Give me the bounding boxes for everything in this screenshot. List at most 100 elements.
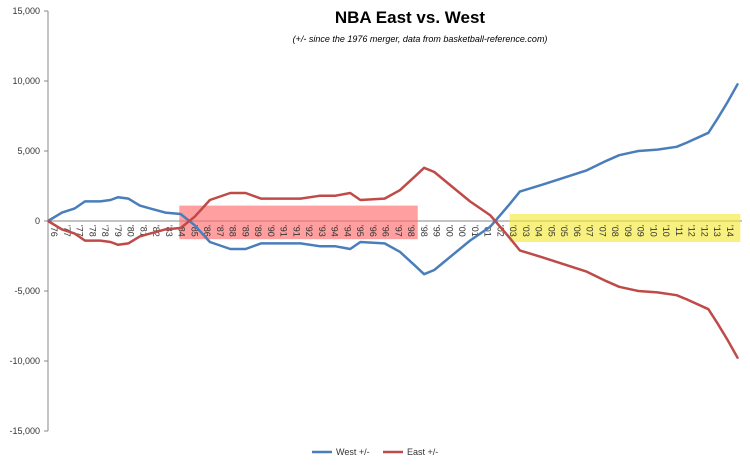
series-line-west xyxy=(47,83,739,276)
x-tick-label: '09 xyxy=(636,225,646,237)
data-point xyxy=(563,263,566,266)
data-point xyxy=(84,200,86,203)
data-point xyxy=(675,146,678,148)
data-point xyxy=(414,265,417,267)
x-tick-label: '11 xyxy=(674,225,684,236)
data-point xyxy=(244,248,247,250)
data-point xyxy=(164,228,167,231)
y-tick-label: 10,000 xyxy=(12,76,40,86)
x-tick-label: '83 xyxy=(164,225,174,237)
data-point xyxy=(618,286,620,288)
data-point xyxy=(726,101,729,103)
data-point xyxy=(685,298,688,301)
data-point xyxy=(359,241,362,243)
data-point xyxy=(109,241,112,243)
data-point xyxy=(518,249,521,252)
x-tick-label: '97 xyxy=(393,225,403,237)
x-tick-label: '80 xyxy=(126,225,136,237)
x-tick-label: '08 xyxy=(610,225,620,237)
data-point xyxy=(299,197,302,200)
x-tick-label: '10 xyxy=(661,225,671,237)
x-tick-label: '04 xyxy=(534,225,544,237)
x-tick-label: '00 xyxy=(444,225,454,237)
data-point xyxy=(260,242,262,245)
x-tick-label: '92 xyxy=(304,225,314,237)
x-tick-label: '98 xyxy=(419,225,429,237)
data-point xyxy=(399,251,401,253)
data-point xyxy=(383,197,386,200)
x-tick-label: '78 xyxy=(100,225,110,237)
data-point xyxy=(726,339,729,341)
data-point xyxy=(656,291,659,294)
x-tick-label: '01 xyxy=(483,225,493,237)
x-tick-label: '94 xyxy=(342,225,352,237)
x-tick-label: '02 xyxy=(495,225,505,237)
data-point xyxy=(716,322,719,325)
x-tick-label: '91 xyxy=(279,225,289,237)
data-point xyxy=(209,241,211,243)
x-tick-label: '12 xyxy=(699,225,709,237)
data-point xyxy=(585,169,587,172)
data-point xyxy=(433,171,436,173)
data-point xyxy=(260,197,262,200)
data-point xyxy=(109,199,112,201)
data-point xyxy=(139,204,141,207)
data-point xyxy=(229,192,232,194)
x-tick-label: '03 xyxy=(521,225,531,237)
data-point xyxy=(334,195,336,197)
data-point xyxy=(508,203,511,205)
x-tick-label: '94 xyxy=(330,225,340,237)
chart-title: NBA East vs. West xyxy=(334,8,486,27)
data-point xyxy=(117,244,119,246)
y-tick-label: -15,000 xyxy=(9,426,40,436)
data-point xyxy=(99,239,102,242)
x-tick-label: '10 xyxy=(648,225,658,237)
data-point xyxy=(469,200,471,203)
y-tick-label: 0 xyxy=(35,216,40,226)
data-point xyxy=(334,245,336,247)
x-tick-label: '12 xyxy=(687,225,697,237)
data-point xyxy=(423,273,425,276)
data-point xyxy=(61,228,63,231)
data-point xyxy=(193,224,196,226)
x-tick-label: '85 xyxy=(189,225,199,237)
x-tick-label: '13 xyxy=(712,225,722,237)
data-point xyxy=(99,200,102,203)
data-point xyxy=(541,183,544,186)
x-tick-label: '98 xyxy=(406,225,416,237)
y-tick-label: -5,000 xyxy=(14,286,40,296)
data-point xyxy=(139,235,141,238)
x-tick-label: '86 xyxy=(202,225,212,237)
x-tick-label: '84 xyxy=(177,225,187,237)
x-tick-label: '14 xyxy=(725,225,735,237)
data-point xyxy=(73,232,76,235)
x-tick-label: '05 xyxy=(559,225,569,237)
data-point xyxy=(489,214,492,217)
data-point xyxy=(707,132,710,134)
data-point xyxy=(244,192,247,194)
data-point xyxy=(209,199,211,201)
x-tick-label: '96 xyxy=(368,225,378,237)
data-point xyxy=(448,256,451,259)
data-point xyxy=(84,239,86,242)
x-tick-label: '05 xyxy=(546,225,556,237)
data-point xyxy=(47,220,49,222)
y-tick-label: -10,000 xyxy=(9,356,40,366)
x-tick-label: '07 xyxy=(585,225,595,237)
x-tick-label: '81 xyxy=(138,225,148,237)
y-tick-label: 15,000 xyxy=(12,6,40,16)
data-point xyxy=(736,357,739,360)
x-tick-label: '91 xyxy=(291,225,301,237)
data-point xyxy=(637,150,640,152)
legend-label-east: East +/- xyxy=(407,447,438,457)
data-point xyxy=(127,242,130,245)
legend-label-west: West +/- xyxy=(336,447,370,457)
x-tick-label: '87 xyxy=(215,225,225,237)
data-point xyxy=(193,216,196,218)
data-point xyxy=(414,175,417,177)
x-tick-label: '89 xyxy=(240,225,250,237)
x-tick-label: '96 xyxy=(381,225,391,237)
data-point xyxy=(299,242,302,245)
x-tick-label: '78 xyxy=(87,225,97,237)
data-point xyxy=(117,196,119,198)
